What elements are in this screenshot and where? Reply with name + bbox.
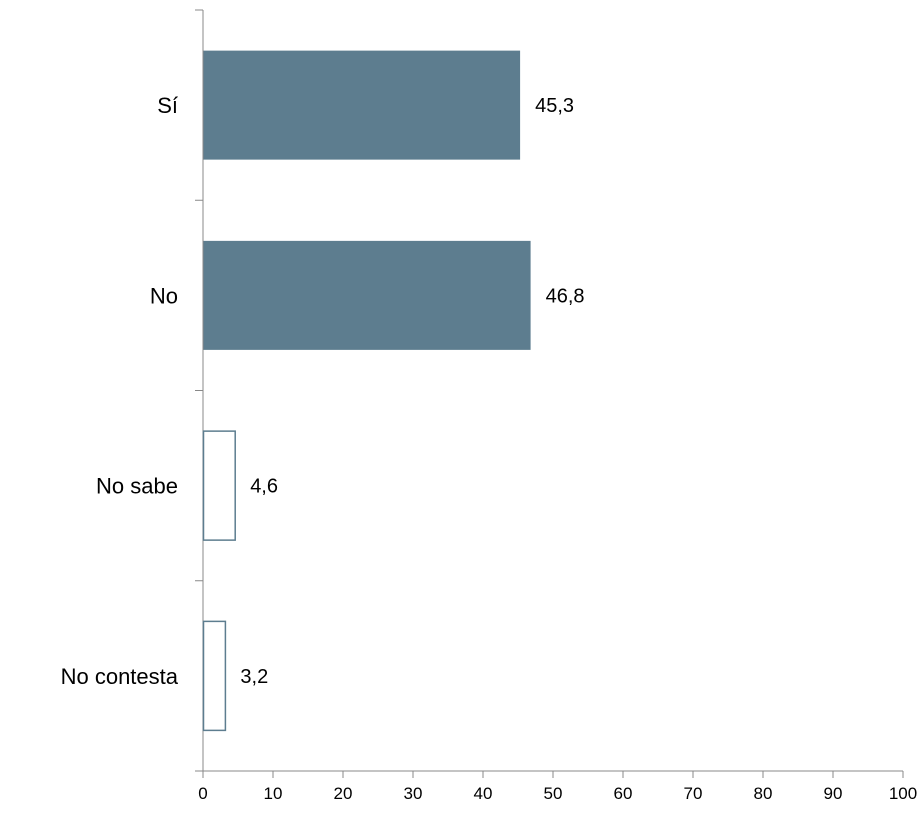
x-tick-label: 0 xyxy=(198,784,207,803)
labels-layer: 0 10 20 30 40 50 60 70 80 90 100 Sí 45,3 No 46,8 No sab… xyxy=(61,93,918,803)
bar-no xyxy=(203,240,531,350)
category-label: No contesta xyxy=(61,664,179,689)
category-label: Sí xyxy=(157,93,178,118)
x-tick-label: 90 xyxy=(824,784,843,803)
bars-layer xyxy=(202,50,531,732)
category-label: No xyxy=(150,283,178,308)
data-label: 45,3 xyxy=(535,95,574,117)
data-label: 46,8 xyxy=(546,285,585,307)
x-tick-label: 80 xyxy=(754,784,773,803)
data-label: 3,2 xyxy=(240,666,268,688)
category-label: No sabe xyxy=(96,474,178,499)
bar-si xyxy=(203,50,521,160)
x-tick-label: 40 xyxy=(474,784,493,803)
bar-no-contesta xyxy=(202,620,227,732)
x-tick-label: 60 xyxy=(614,784,633,803)
data-label: 4,6 xyxy=(250,476,278,498)
x-tick-label: 30 xyxy=(404,784,423,803)
x-tick-label: 70 xyxy=(684,784,703,803)
x-tick-label: 50 xyxy=(544,784,563,803)
x-tick-label: 100 xyxy=(889,784,917,803)
x-tick-label: 20 xyxy=(334,784,353,803)
bar-no-sabe xyxy=(202,430,236,541)
x-tick-label: 10 xyxy=(264,784,283,803)
